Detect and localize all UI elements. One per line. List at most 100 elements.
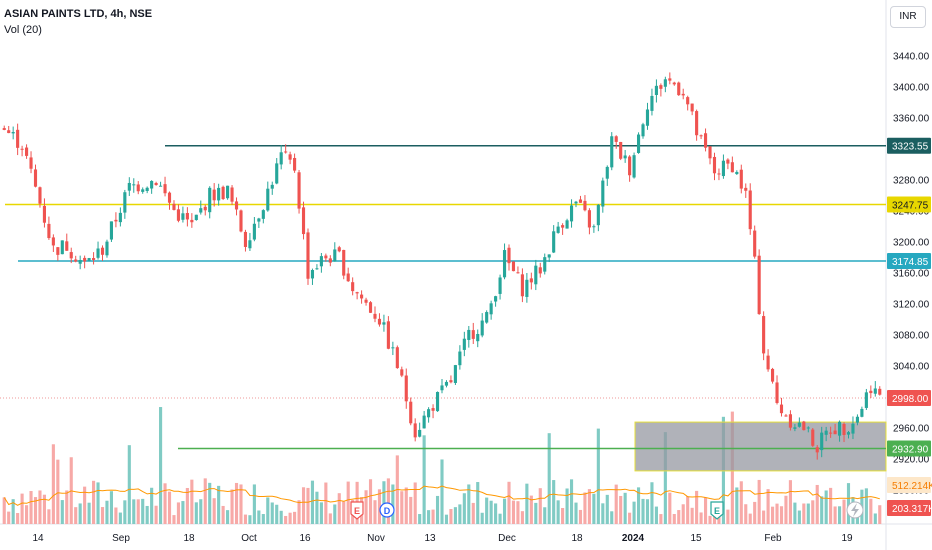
volume-bar bbox=[87, 502, 91, 524]
volume-bar bbox=[802, 503, 806, 524]
zone-rectangle[interactable] bbox=[634, 421, 887, 472]
volume-indicator-label: Vol (20) bbox=[4, 24, 42, 36]
candle-body bbox=[547, 254, 551, 258]
candle-body bbox=[404, 375, 408, 402]
volume-bar bbox=[757, 479, 761, 524]
volume-bar bbox=[552, 480, 556, 524]
volume-bar bbox=[127, 445, 131, 524]
candle-body bbox=[797, 422, 801, 427]
x-tick-label: 19 bbox=[841, 533, 853, 544]
volume-bar bbox=[328, 513, 332, 524]
volume-bar bbox=[83, 486, 87, 524]
support-zone[interactable] bbox=[634, 421, 887, 472]
volume-bar bbox=[708, 515, 712, 524]
volume-bar bbox=[310, 480, 315, 524]
currency-button[interactable]: INR bbox=[890, 6, 926, 28]
candle-body bbox=[42, 205, 46, 223]
volume-bar bbox=[212, 498, 216, 524]
y-tick-label: 3400.00 bbox=[893, 83, 930, 94]
candle-body bbox=[820, 432, 824, 451]
volume-bar bbox=[33, 497, 38, 524]
candle-body bbox=[592, 226, 596, 228]
candle-body bbox=[610, 136, 614, 168]
volume-bar bbox=[315, 491, 319, 524]
volume-bar bbox=[619, 495, 623, 524]
candle-body bbox=[802, 421, 806, 431]
candle-body bbox=[793, 427, 797, 429]
volume-bar bbox=[275, 504, 279, 524]
time-axis[interactable]: 14 Sep 18 Oct 16 Nov 13 Dec 18 2024 15 Feb 19 bbox=[32, 533, 853, 544]
candle-body bbox=[234, 201, 239, 210]
candle-body bbox=[431, 408, 435, 411]
volume-bar bbox=[65, 490, 69, 524]
volume-bar bbox=[118, 512, 122, 524]
volume-bar bbox=[583, 492, 587, 524]
volume-bar bbox=[16, 513, 20, 524]
candle-body bbox=[851, 423, 855, 434]
candle-body bbox=[351, 282, 355, 292]
candle-body bbox=[775, 382, 779, 403]
candle-body bbox=[315, 268, 319, 270]
volume-bar bbox=[342, 501, 346, 524]
candle-body bbox=[252, 223, 256, 240]
volume-bar bbox=[842, 499, 846, 524]
volume-bar bbox=[293, 511, 297, 524]
volume-bar bbox=[480, 512, 484, 524]
candle-body bbox=[494, 296, 498, 302]
volume-bar bbox=[418, 514, 422, 524]
volume-bar bbox=[547, 433, 551, 524]
candle-body bbox=[605, 166, 609, 179]
candle-body bbox=[230, 187, 234, 202]
candle-body bbox=[444, 381, 449, 386]
volume-bar bbox=[578, 509, 583, 524]
volume-bar bbox=[878, 505, 882, 524]
candle-body bbox=[520, 274, 524, 297]
candle-body bbox=[833, 430, 837, 435]
volume-bar bbox=[641, 498, 645, 524]
earnings-marker[interactable] bbox=[710, 501, 724, 520]
volume-bar bbox=[257, 510, 261, 524]
candle-body bbox=[485, 312, 489, 323]
candle-body bbox=[672, 82, 676, 85]
volume-ma-label: 512.214K bbox=[892, 481, 932, 492]
candle-body bbox=[346, 273, 350, 282]
candle-body bbox=[306, 232, 310, 279]
volume-bar bbox=[748, 513, 752, 524]
candle-body bbox=[279, 152, 283, 165]
volume-bar bbox=[114, 507, 118, 524]
volume-bar bbox=[185, 487, 189, 524]
level-price-label-bg bbox=[887, 196, 931, 213]
candle-body bbox=[650, 95, 654, 111]
volume-bar bbox=[686, 496, 690, 524]
volume-bar bbox=[650, 482, 654, 524]
volume-bar bbox=[592, 493, 596, 524]
volume-bar bbox=[217, 485, 221, 524]
candle-body bbox=[163, 184, 167, 194]
volume-bar bbox=[7, 511, 11, 524]
candle-body bbox=[502, 250, 507, 278]
candle-body bbox=[243, 231, 248, 247]
candle-body bbox=[261, 210, 265, 219]
volume-bar bbox=[784, 495, 788, 524]
volume-bar bbox=[797, 510, 801, 524]
volume-bar bbox=[333, 504, 337, 524]
volume-bar bbox=[234, 482, 239, 524]
symbol-title: ASIAN PAINTS LTD, 4h, NSE bbox=[4, 8, 153, 20]
candle-body bbox=[221, 186, 225, 199]
x-tick-label: Feb bbox=[764, 533, 782, 544]
candle-body bbox=[788, 414, 792, 428]
volume-bar bbox=[681, 504, 685, 524]
earnings-marker[interactable] bbox=[350, 501, 364, 520]
candle-body bbox=[467, 329, 471, 340]
candle-body bbox=[507, 247, 511, 264]
candle-body bbox=[583, 200, 587, 211]
dividend-marker[interactable] bbox=[379, 502, 395, 518]
candle-body bbox=[824, 430, 828, 435]
volume-bar bbox=[467, 484, 471, 524]
candle-body bbox=[677, 82, 681, 96]
price-axis[interactable]: 3440.003400.003360.003280.003240.003200.… bbox=[893, 52, 930, 497]
candle-body bbox=[628, 156, 632, 176]
volume-bar bbox=[820, 496, 824, 524]
